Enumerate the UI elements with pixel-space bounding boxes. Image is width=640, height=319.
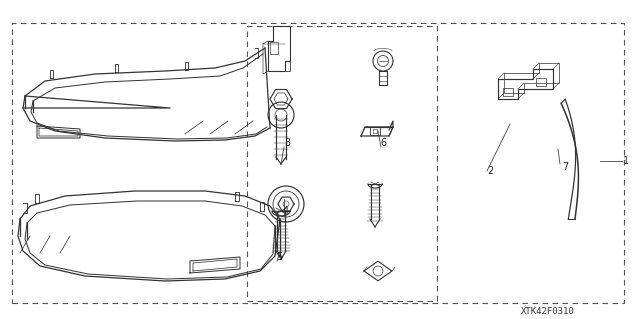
- Bar: [370, 127, 380, 135]
- Bar: [270, 42, 278, 54]
- Bar: [536, 78, 546, 86]
- Text: 7: 7: [562, 162, 568, 172]
- Text: XTK42F0310: XTK42F0310: [521, 307, 575, 315]
- Bar: [503, 88, 513, 96]
- Bar: [247, 26, 437, 301]
- Text: 6: 6: [380, 138, 386, 148]
- Bar: [373, 129, 377, 133]
- Text: 5: 5: [276, 252, 282, 262]
- Text: 2: 2: [487, 166, 493, 176]
- Text: 4: 4: [283, 206, 289, 216]
- Text: 3: 3: [284, 138, 290, 148]
- Bar: [12, 23, 624, 303]
- Text: 1: 1: [623, 156, 629, 166]
